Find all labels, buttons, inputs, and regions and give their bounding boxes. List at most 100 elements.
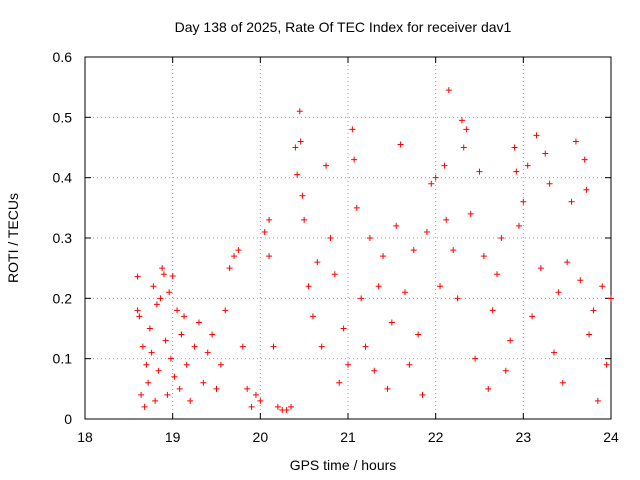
data-point <box>568 198 575 205</box>
data-point <box>323 162 330 169</box>
data-point <box>564 259 571 266</box>
data-point <box>266 253 273 260</box>
data-point <box>371 367 378 374</box>
data-point <box>217 361 224 368</box>
data-point <box>388 319 395 326</box>
data-point <box>176 385 183 392</box>
data-point <box>608 295 614 302</box>
axis-ticks: 18 19 20 21 22 23 24 0 0.1 0.2 0.3 0.4 0.5 0.6 <box>53 49 619 445</box>
data-point <box>450 247 457 254</box>
data-point <box>309 313 316 320</box>
data-point <box>445 87 452 94</box>
data-point <box>454 295 461 302</box>
data-point <box>489 307 496 314</box>
x-tick-label: 21 <box>340 429 356 445</box>
data-point <box>257 397 264 404</box>
data-point <box>169 273 176 280</box>
x-tick-label: 20 <box>253 429 269 445</box>
data-point <box>513 168 520 175</box>
data-point <box>145 379 152 386</box>
data-point <box>204 349 211 356</box>
x-tick-label: 19 <box>165 429 181 445</box>
data-point <box>288 403 295 410</box>
y-tick-label: 0 <box>64 411 72 427</box>
data-point <box>174 307 181 314</box>
data-point <box>542 150 549 157</box>
data-point <box>529 313 536 320</box>
data-point <box>266 216 273 223</box>
data-point <box>362 343 369 350</box>
data-point <box>423 228 430 235</box>
data-point <box>520 198 527 205</box>
data-point <box>252 391 259 398</box>
data-point <box>463 126 470 133</box>
data-point <box>143 361 150 368</box>
data-point <box>480 253 487 260</box>
y-tick-label: 0.5 <box>53 109 73 125</box>
data-point <box>274 403 281 410</box>
data-point <box>533 132 540 139</box>
data-point <box>327 235 334 241</box>
data-point <box>239 343 246 350</box>
data-point <box>345 361 351 368</box>
data-point <box>590 307 597 314</box>
data-point <box>301 216 308 223</box>
chart-title: Day 138 of 2025, Rate Of TEC Index for r… <box>175 19 512 35</box>
data-point <box>195 319 202 326</box>
data-point <box>167 355 174 362</box>
data-point <box>226 265 233 272</box>
data-point <box>134 273 141 280</box>
data-point <box>410 247 417 254</box>
data-point <box>583 186 590 193</box>
data-point <box>296 108 303 115</box>
data-point <box>136 313 143 320</box>
data-point <box>283 406 290 413</box>
y-tick-label: 0.2 <box>53 290 73 306</box>
data-point <box>200 379 207 386</box>
data-point <box>148 349 155 356</box>
data-point <box>397 141 404 148</box>
data-point <box>393 222 400 229</box>
data-point <box>498 235 505 241</box>
data-point <box>537 265 544 272</box>
data-point <box>248 403 255 410</box>
data-point <box>437 283 444 290</box>
y-tick-label: 0.1 <box>53 351 73 367</box>
x-tick-label: 23 <box>516 429 532 445</box>
data-point <box>524 162 531 169</box>
data-point <box>485 385 492 392</box>
data-point <box>261 228 268 235</box>
data-point <box>380 253 387 260</box>
data-point <box>160 271 167 278</box>
x-axis-label: GPS time / hours <box>290 457 397 473</box>
data-point <box>419 391 426 398</box>
data-point <box>432 174 439 181</box>
data-point <box>472 355 479 362</box>
data-point <box>157 295 164 302</box>
data-point <box>467 210 474 217</box>
data-point <box>191 343 198 350</box>
data-point <box>494 271 501 278</box>
data-point <box>415 331 422 338</box>
data-point <box>555 289 562 296</box>
data-point <box>594 397 601 404</box>
data-point <box>358 295 365 302</box>
data-point <box>171 373 178 380</box>
data-point <box>213 385 220 392</box>
data-point <box>159 265 166 272</box>
data-point <box>353 204 360 211</box>
data-point <box>155 367 162 374</box>
data-point <box>183 361 190 368</box>
data-point <box>599 283 606 290</box>
data-point <box>244 385 251 392</box>
data-point <box>603 361 610 368</box>
data-point <box>340 325 347 332</box>
data-point <box>577 277 584 284</box>
grid-lines <box>85 57 611 419</box>
data-point <box>187 397 194 404</box>
data-point <box>515 222 522 229</box>
data-point <box>366 235 373 241</box>
x-tick-label: 18 <box>77 429 93 445</box>
data-point <box>294 171 301 178</box>
